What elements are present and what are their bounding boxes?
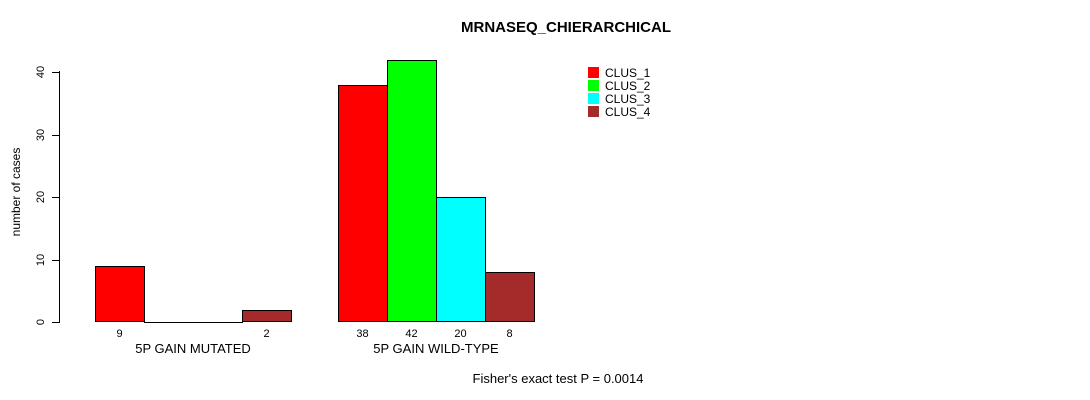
bar-value-label: 9 — [116, 328, 123, 340]
legend-item-clus_4: CLUS_4 — [588, 104, 651, 119]
y-tick-label: 10 — [35, 253, 47, 266]
bar-value-label: 2 — [263, 328, 270, 340]
y-tick-label: 40 — [35, 65, 47, 79]
y-tick-mark — [52, 197, 60, 198]
legend-swatch-clus_1 — [588, 67, 599, 78]
y-tick-mark — [52, 134, 60, 136]
bar-value-label: 42 — [405, 328, 418, 340]
legend-item-clus_1: CLUS_1 — [588, 65, 651, 80]
legend-swatch-clus_3 — [588, 93, 599, 104]
legend: CLUS_1 CLUS_2 CLUS_3 CLUS_4 — [588, 65, 651, 119]
annotation-text: Fisher's exact test P = 0.0014 — [472, 371, 644, 386]
bar-value-label: 8 — [506, 328, 513, 340]
y-tick-mark — [52, 259, 60, 261]
y-tick-label: 0 — [35, 318, 47, 326]
legend-item-clus_3: CLUS_3 — [588, 91, 651, 106]
legend-item-clus_2: CLUS_2 — [588, 78, 651, 93]
legend-label: CLUS_3 — [605, 91, 651, 106]
bar-clus_1-2 — [338, 84, 388, 322]
legend-swatch-clus_2 — [588, 80, 599, 91]
legend-swatch-clus_4 — [588, 106, 599, 117]
bar-clus_1-1 — [95, 265, 145, 322]
legend-label: CLUS_4 — [605, 104, 651, 119]
group-label: 5P GAIN WILD-TYPE — [373, 341, 499, 356]
chart-title: MRNASEQ_CHIERARCHICAL — [460, 19, 672, 36]
bar-clus_2-2 — [387, 59, 437, 322]
legend-label: CLUS_2 — [605, 78, 651, 93]
bar-value-label: 20 — [454, 328, 467, 340]
y-axis-label: number of cases — [9, 147, 23, 237]
bar-value-label: 38 — [356, 328, 369, 340]
y-tick-label: 20 — [35, 190, 47, 204]
zero-height-bar-clus_2 — [144, 322, 194, 323]
bar-clus_4-1 — [242, 309, 292, 322]
y-tick-mark — [52, 72, 60, 73]
y-tick-label: 30 — [35, 128, 47, 141]
legend-label: CLUS_1 — [605, 65, 651, 80]
bar-clus_3-2 — [436, 197, 486, 322]
y-tick-mark — [52, 322, 60, 323]
zero-height-bar-clus_3 — [193, 322, 243, 323]
group-label: 5P GAIN MUTATED — [135, 341, 251, 356]
bar-clus_4-2 — [485, 272, 535, 322]
